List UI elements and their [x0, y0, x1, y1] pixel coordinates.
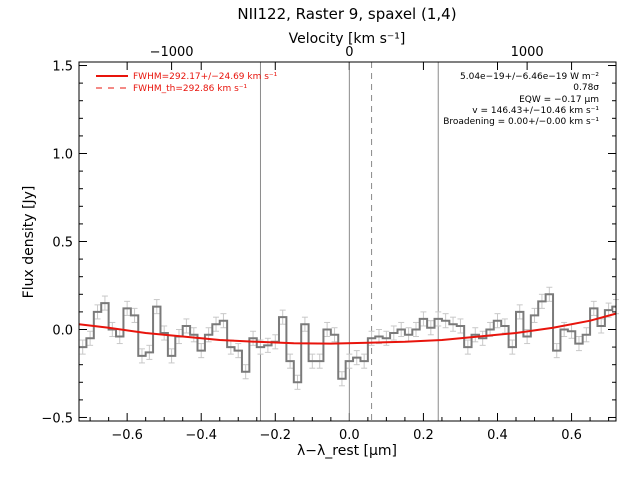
spectrum-line — [79, 293, 616, 384]
y-axis-label: Flux density [Jy] — [21, 186, 37, 299]
y-tick-label: 0.5 — [52, 236, 73, 251]
legend-label: FWHM=292.17+/−24.69 km s⁻¹ — [133, 72, 278, 82]
x-tick-label: 0.6 — [561, 428, 582, 443]
chart-title: NII122, Raster 9, spaxel (1,4) — [237, 5, 456, 23]
axis-ticks: −0.6 −0.4 −0.2 0.0 0.2 0.4 0.6 −0.5 0.0 0.5 1.0 1.5… — [41, 45, 616, 443]
annotations: 5.04e−19+/−6.46e−19 W m⁻² 0.78σ EQW = −0… — [443, 72, 599, 127]
fit-line — [78, 312, 617, 345]
plot-frame — [78, 61, 617, 422]
x-tick-label: 0.2 — [413, 428, 434, 443]
x-tick-label: −0.6 — [111, 428, 143, 443]
top-tick-label: −1000 — [150, 45, 194, 60]
x-tick-label: 0.4 — [487, 428, 508, 443]
x-tick-label: −0.4 — [185, 428, 217, 443]
x-tick-label: 0.0 — [339, 428, 360, 443]
top-tick-label: 1000 — [511, 45, 544, 60]
y-tick-label: 1.5 — [52, 60, 73, 75]
legend: FWHM=292.17+/−24.69 km s⁻¹ FWHM_th=292.8… — [96, 72, 278, 94]
x-axis-label: λ−λ_rest [μm] — [297, 443, 397, 459]
legend-label: FWHM_th=292.86 km s⁻¹ — [133, 84, 248, 94]
annotation-eqw: EQW = −0.17 μm — [519, 95, 599, 105]
x-tick-label: −0.2 — [259, 428, 291, 443]
y-tick-label: 1.0 — [52, 148, 73, 163]
top-tick-label: 0 — [345, 45, 353, 60]
annotation-velocity: v = 146.43+/−10.46 km s⁻¹ — [472, 106, 599, 116]
annotation-sigma: 0.78σ — [573, 83, 599, 93]
top-axis-label: Velocity [km s⁻¹] — [289, 31, 406, 47]
y-tick-label: 0.0 — [52, 323, 73, 338]
annotation-broadening: Broadening = 0.00+/−0.00 km s⁻¹ — [443, 117, 599, 127]
y-tick-label: −0.5 — [41, 411, 73, 426]
annotation-flux: 5.04e−19+/−6.46e−19 W m⁻² — [460, 72, 599, 82]
